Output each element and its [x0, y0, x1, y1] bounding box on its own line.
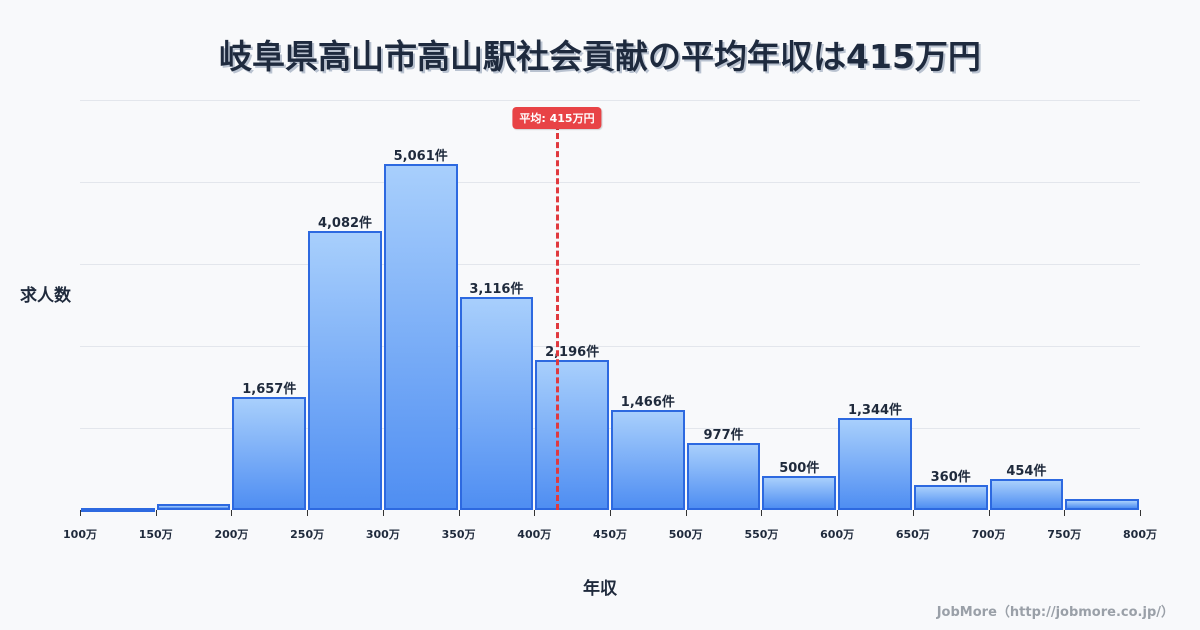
x-tick	[307, 510, 309, 516]
gridline	[80, 264, 1140, 265]
bar-value-label: 360件	[930, 470, 971, 486]
x-tick-label: 450万	[593, 528, 627, 541]
mean-line	[556, 124, 559, 510]
gridline	[80, 428, 1140, 429]
y-axis-label: 求人数	[20, 286, 71, 306]
x-axis-label: 年収	[583, 579, 617, 599]
bar-value-label: 1,657件	[242, 381, 297, 397]
histogram-bar	[686, 443, 761, 510]
histogram-bar	[232, 396, 307, 510]
x-tick-label: 800万	[1123, 528, 1157, 541]
bar-value-label: 2,196件	[545, 344, 600, 360]
x-tick	[1140, 510, 1141, 516]
bar-value-label: 454件	[1006, 463, 1047, 479]
histogram-bar	[535, 359, 609, 510]
gridline	[80, 100, 1140, 101]
x-tick-label: 400万	[517, 528, 552, 541]
x-tick-label: 550万	[744, 528, 779, 541]
x-tick-label: 350万	[441, 528, 476, 541]
histogram-bar	[1065, 499, 1139, 510]
x-tick-label: 300万	[365, 528, 400, 541]
x-tick-label: 100万	[63, 528, 97, 541]
x-tick	[685, 510, 687, 516]
bar-value-label: 3,116件	[469, 282, 524, 298]
histogram-bar	[913, 485, 988, 510]
histogram-bar	[989, 478, 1064, 510]
gridline	[80, 346, 1140, 347]
x-tick	[382, 510, 384, 516]
bar-value-label: 500件	[779, 460, 820, 476]
bar-value-label: 1,466件	[620, 394, 675, 410]
x-tick-label: 700万	[971, 528, 1006, 541]
x-tick-label: 600万	[820, 528, 855, 541]
bar-value-label: 5,061件	[393, 149, 448, 165]
x-tick	[80, 510, 81, 516]
histogram-bar	[838, 418, 912, 510]
chart-title: 岐阜県高山市高山駅社会貢献の平均年収は415万円	[219, 37, 981, 76]
x-tick	[988, 510, 990, 516]
bar-value-label: 977件	[703, 428, 744, 444]
x-tick	[458, 510, 460, 516]
histogram-bar	[81, 507, 155, 512]
bar-value-label: 4,082件	[317, 216, 373, 232]
x-tick	[837, 510, 839, 516]
x-tick-label: 650万	[895, 528, 930, 541]
x-tick	[231, 510, 233, 516]
x-tick	[534, 510, 536, 516]
histogram-bar	[156, 504, 231, 510]
histogram-bar	[762, 475, 837, 510]
x-tick	[155, 510, 157, 516]
gridline	[80, 182, 1140, 183]
x-tick-label: 250万	[290, 528, 325, 541]
x-tick	[761, 510, 763, 516]
histogram-bar	[459, 297, 534, 510]
x-tick-label: 200万	[214, 528, 249, 541]
plot-area: 1,657件 4,082件 5,061件 3,116件 2,196件 1,466件 977件…	[63, 100, 1157, 541]
x-tick	[1064, 510, 1066, 516]
histogram-bar	[611, 409, 685, 510]
x-tick-label: 750万	[1047, 528, 1082, 541]
bar-value-label: 1,344件	[847, 403, 903, 419]
histogram-bar	[308, 231, 382, 510]
x-tick	[610, 510, 611, 516]
histogram-bar	[383, 164, 458, 510]
mean-badge: 平均: 415万円	[512, 107, 602, 129]
credit-text: JobMore（http://jobmore.co.jp/）	[936, 605, 1174, 620]
x-tick-label: 150万	[138, 528, 173, 541]
x-tick	[912, 510, 914, 516]
x-tick-label: 500万	[668, 528, 703, 541]
